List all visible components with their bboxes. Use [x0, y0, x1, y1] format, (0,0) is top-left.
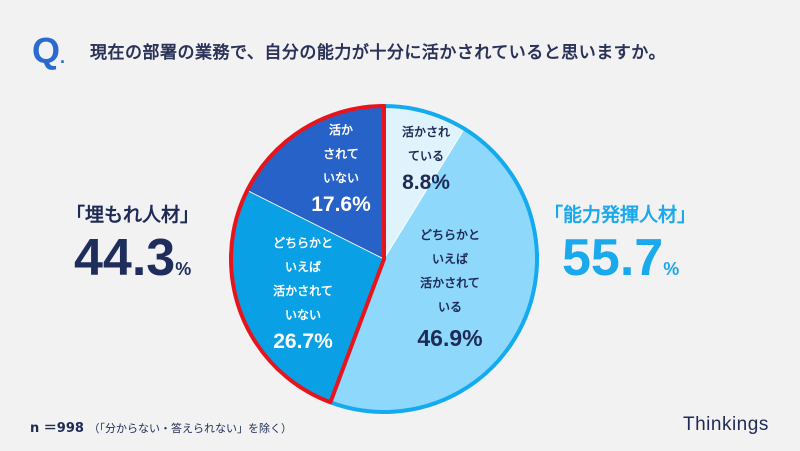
question-mark: Q.: [32, 30, 66, 71]
slice-label-2: どちらかと いえば 活かされて いる 46.9%: [417, 228, 483, 351]
sample-note: n ＝998 （「分からない・答えられない」を除く）: [30, 421, 292, 436]
slice-label-4: 活か されて いない 17.6%: [311, 123, 371, 216]
right-group-outline: [328, 104, 539, 414]
question-title: 現在の部署の業務で、自分の能力が十分に活かされていると思いますか。: [90, 43, 666, 63]
slice-label-1: 活かされ ている 8.8%: [401, 125, 450, 194]
left-group-label: 「埋もれ人材」: [66, 204, 200, 226]
right-group-label: 「能力発揮人材」: [544, 204, 697, 226]
slice-label-3: どちらかと いえば 活かされて いない 26.7%: [272, 236, 333, 353]
left-group-value: 44.3%: [74, 229, 192, 287]
brand-logo: Thinkings: [683, 414, 769, 435]
left-group-outline: [229, 104, 386, 405]
right-group-value: 55.7%: [562, 229, 680, 287]
